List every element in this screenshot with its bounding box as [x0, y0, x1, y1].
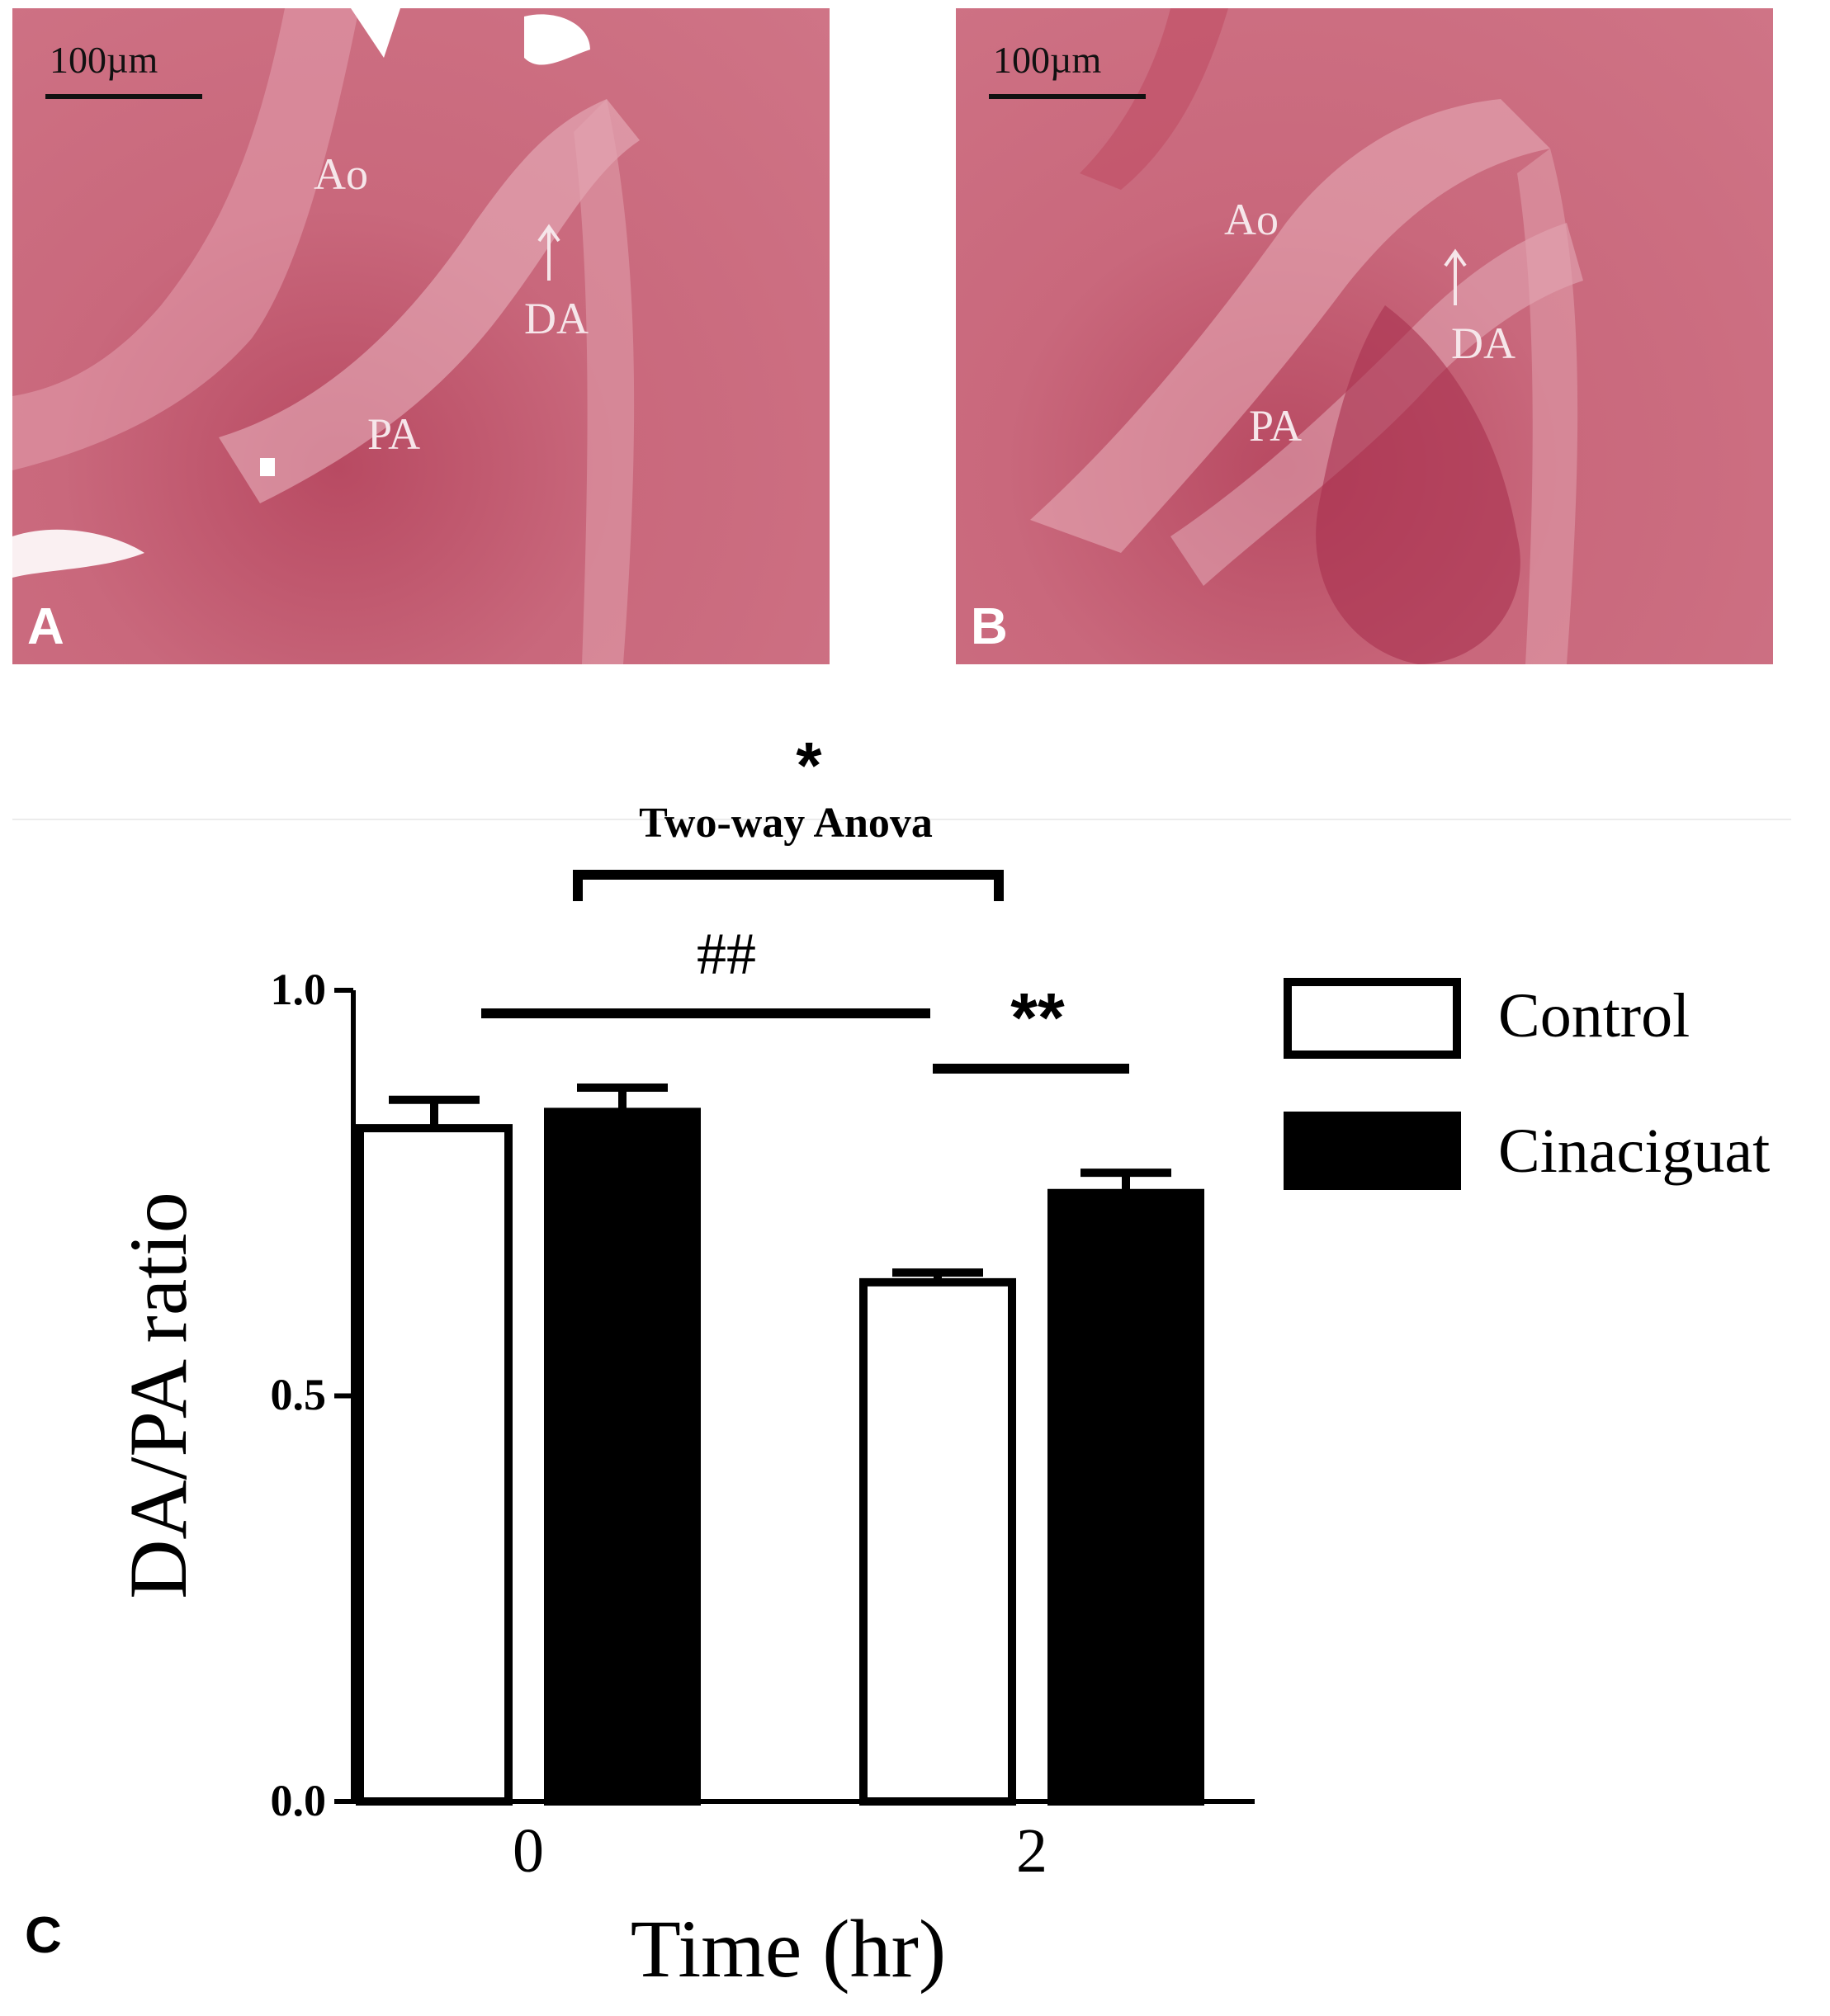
- error-bar-control-0: [389, 1095, 480, 1129]
- y-axis-title: DA/PA ratio: [112, 1192, 204, 1599]
- bars-layer: [356, 1083, 1204, 1806]
- scale-bar: [989, 94, 1146, 99]
- ductus-arteriosus-label: DA: [1451, 319, 1516, 368]
- y-tick-label-1: 0.5: [271, 1370, 327, 1419]
- anova-text: Two-way Anova: [639, 800, 933, 847]
- photo-panel-a: 100µm Ao DA PA A: [12, 8, 830, 664]
- x-axis-title: Time (hr): [631, 1903, 946, 1995]
- hash-significance: ##: [697, 921, 756, 987]
- tissue-illustration-a: [12, 8, 640, 664]
- y-tick-label-2: 1.0: [271, 965, 327, 1014]
- panel-label-a: A: [27, 598, 64, 655]
- ductus-arteriosus-label: DA: [524, 294, 589, 343]
- bar-control-2: [859, 1277, 1016, 1806]
- bar-cinaciguat-0: [544, 1107, 701, 1806]
- error-bar-control-2: [892, 1268, 983, 1282]
- tissue-illustration-b: [1030, 8, 1583, 664]
- aorta-label: Ao: [314, 149, 368, 199]
- anova-bracket: [573, 870, 1004, 901]
- scale-bar: [45, 94, 202, 99]
- panel-label-b: B: [971, 598, 1008, 655]
- scale-bar-label: 100µm: [993, 39, 1102, 81]
- legend-swatch-control: [1284, 978, 1461, 1059]
- legend-label-control: Control: [1498, 981, 1690, 1050]
- bar-chart: 0.0 0.5 1.0 0 2 Time (hr) DA/PA ratio * …: [12, 729, 1791, 1995]
- legend-label-cinaciguat: Cinaciguat: [1498, 1117, 1770, 1186]
- photo-panel-b: 100µm Ao DA PA B: [956, 8, 1773, 664]
- aorta-label: Ao: [1224, 195, 1279, 244]
- legend-swatch-cinaciguat: [1284, 1112, 1461, 1190]
- panel-label-c: C: [25, 1907, 62, 1964]
- error-bar-cinaciguat-2: [1081, 1169, 1171, 1193]
- y-tick-label-0: 0.0: [271, 1776, 327, 1825]
- x-tick-label-0: 0: [513, 1816, 544, 1886]
- bar-cinaciguat-2: [1047, 1188, 1204, 1806]
- anova-star: *: [796, 729, 822, 802]
- pulmonary-artery-label: PA: [1249, 401, 1303, 451]
- bar-control-0: [356, 1124, 513, 1806]
- scale-bar-label: 100µm: [50, 39, 158, 81]
- error-bar-cinaciguat-0: [577, 1083, 668, 1112]
- pulmonary-artery-label: PA: [367, 409, 421, 459]
- double-star-significance: **: [1010, 979, 1065, 1056]
- x-tick-label-1: 2: [1016, 1816, 1047, 1886]
